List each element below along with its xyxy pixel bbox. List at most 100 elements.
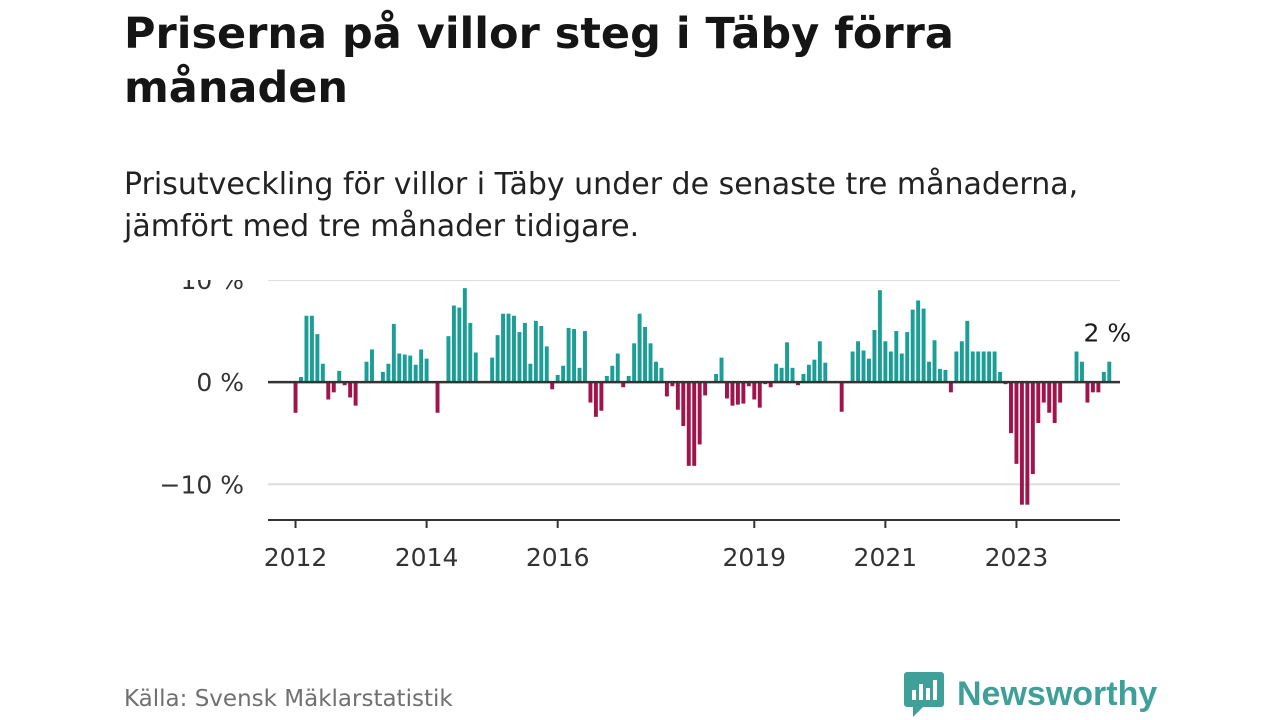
y-tick-label: 0 % xyxy=(196,368,244,397)
bar xyxy=(572,329,577,383)
bar xyxy=(806,364,811,383)
bar xyxy=(987,351,992,383)
bars xyxy=(293,288,1112,505)
bar xyxy=(970,351,975,383)
bar xyxy=(921,308,926,383)
x-tick-label: 2023 xyxy=(985,543,1049,572)
bar xyxy=(462,288,467,383)
bar xyxy=(899,353,904,383)
bar xyxy=(872,330,877,383)
source-note: Källa: Svensk Mäklarstatistik xyxy=(124,686,453,712)
bar xyxy=(948,382,953,393)
chart-title: Priserna på villor steg i Täby förra mån… xyxy=(124,9,954,113)
bar xyxy=(1041,382,1046,403)
bar xyxy=(686,382,691,466)
bar xyxy=(342,382,347,386)
bar xyxy=(348,382,353,398)
x-tick-label: 2016 xyxy=(526,543,590,572)
bar xyxy=(932,340,937,383)
bar xyxy=(856,341,861,383)
bar xyxy=(512,315,516,383)
bar xyxy=(790,367,795,383)
bar xyxy=(577,367,582,383)
bar xyxy=(299,377,303,383)
bar xyxy=(473,352,478,383)
bar xyxy=(817,341,822,383)
brand-logo[interactable]: Newsworthy xyxy=(903,670,1157,718)
bar xyxy=(397,353,402,383)
x-tick-label: 2021 xyxy=(854,543,918,572)
bar xyxy=(965,320,970,383)
bar xyxy=(1101,371,1106,383)
bar xyxy=(626,376,631,383)
bar xyxy=(561,365,566,383)
bar xyxy=(741,382,746,404)
bar xyxy=(779,367,784,383)
bar xyxy=(528,363,533,383)
bar xyxy=(446,336,451,383)
bar xyxy=(337,370,342,383)
x-axis-labels: 2012 2014 2016 2019 2021 2023 xyxy=(264,543,1049,572)
bar xyxy=(391,323,396,383)
bar xyxy=(1058,382,1063,403)
bar xyxy=(457,307,462,383)
bar xyxy=(435,382,440,413)
bar xyxy=(533,320,538,383)
bar xyxy=(1074,351,1079,383)
bar xyxy=(517,332,522,383)
bar xyxy=(1090,382,1095,393)
newsworthy-logo-icon xyxy=(904,672,944,717)
x-tick-label: 2014 xyxy=(395,543,459,572)
bar xyxy=(380,371,385,383)
bar xyxy=(370,349,374,383)
bar xyxy=(998,371,1003,383)
bar xyxy=(1014,382,1019,464)
bar xyxy=(752,382,757,400)
bar xyxy=(555,374,560,383)
bar xyxy=(495,335,500,383)
bar xyxy=(424,358,429,383)
bar xyxy=(959,341,964,383)
bar xyxy=(599,382,604,411)
bar xyxy=(927,361,932,383)
bar xyxy=(1019,382,1024,505)
bar xyxy=(604,376,609,383)
bar xyxy=(539,325,544,383)
bar xyxy=(648,343,653,383)
bar xyxy=(703,382,708,396)
bar xyxy=(888,351,893,383)
bar xyxy=(331,382,336,393)
brand-name: Newsworthy xyxy=(957,674,1158,713)
x-tick-label: 2019 xyxy=(722,543,786,572)
axes xyxy=(268,380,1120,528)
bar xyxy=(1080,361,1084,383)
y-tick-label: −10 % xyxy=(160,470,244,499)
bar xyxy=(910,309,915,383)
bar xyxy=(419,349,424,383)
bar-chart: 10 % 0 % −10 % 2012 2014 2016 2019 2021 2023 2 … xyxy=(160,280,1131,572)
bar xyxy=(894,331,899,383)
bar xyxy=(850,351,855,383)
bar xyxy=(746,382,751,387)
bar xyxy=(1052,382,1057,423)
bar xyxy=(861,350,866,383)
bar xyxy=(992,351,997,383)
bar xyxy=(615,353,620,383)
chart-subtitle: Prisutveckling för villor i Täby under d… xyxy=(124,167,1079,244)
bar xyxy=(785,342,790,383)
bar xyxy=(326,382,331,400)
x-tick-label: 2012 xyxy=(264,543,328,572)
bar xyxy=(867,358,871,383)
bar xyxy=(812,359,817,383)
bar xyxy=(697,382,702,445)
bar xyxy=(659,367,664,383)
bar xyxy=(675,382,680,410)
bar xyxy=(976,351,981,383)
bar xyxy=(1025,382,1030,505)
bar xyxy=(768,382,773,388)
bar xyxy=(386,363,391,383)
bar xyxy=(408,355,413,383)
bar xyxy=(1030,382,1035,475)
bar xyxy=(725,382,729,399)
bar xyxy=(664,382,669,397)
